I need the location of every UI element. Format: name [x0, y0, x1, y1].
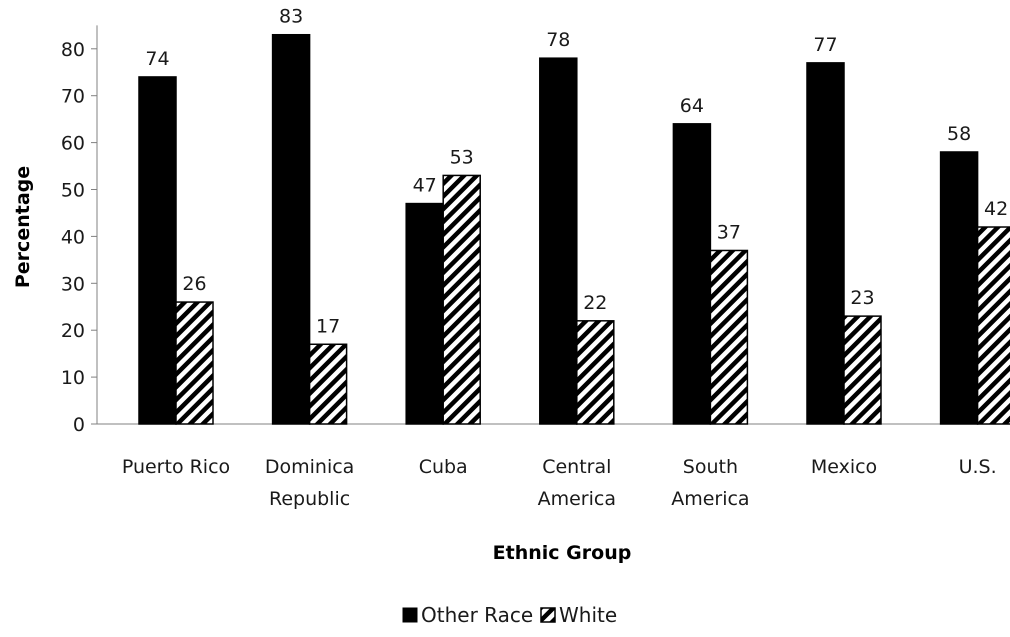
x-tick-label: South — [683, 456, 738, 478]
y-tick-label: 40 — [61, 226, 85, 248]
legend-swatch-other-race — [402, 607, 418, 623]
y-tick-label: 20 — [61, 320, 85, 342]
data-label: 58 — [947, 123, 971, 145]
data-label: 17 — [316, 315, 340, 337]
bar-other-race — [271, 33, 311, 425]
legend-label-other-race: Other Race — [421, 603, 533, 627]
legend-swatch-white — [540, 607, 556, 623]
data-label: 22 — [583, 292, 607, 314]
x-tick-label: Puerto Rico — [122, 456, 230, 478]
bar-white — [976, 226, 1010, 425]
y-tick-label: 50 — [61, 180, 85, 202]
bar-white — [442, 174, 481, 425]
data-label: 42 — [984, 198, 1008, 220]
x-tick-label: America — [671, 488, 749, 510]
bar-other-race — [539, 57, 578, 425]
y-tick-label: 0 — [73, 414, 85, 436]
x-tick-label: U.S. — [959, 456, 997, 478]
data-label: 78 — [546, 29, 570, 51]
y-tick-label: 80 — [61, 39, 85, 61]
bar-white — [308, 343, 348, 425]
data-label: 74 — [145, 48, 169, 70]
data-label: 53 — [450, 146, 474, 168]
data-label: 26 — [182, 273, 206, 295]
x-tick-label: Cuba — [419, 456, 468, 478]
y-tick-label: 10 — [61, 367, 85, 389]
bar-white — [175, 301, 214, 425]
legend: Other Race White — [402, 603, 617, 627]
y-tick-label: 60 — [61, 133, 85, 155]
bar-other-race — [672, 123, 712, 425]
x-tick-label: Republic — [269, 488, 350, 510]
bar-white — [576, 320, 615, 425]
y-tick-label: 70 — [61, 86, 85, 108]
bar-other-race — [806, 62, 845, 425]
x-tick-label: Dominica — [265, 456, 354, 478]
bar-other-race — [939, 151, 979, 425]
x-axis-labels: Puerto Rico Dominica Republic Cuba Central Am… — [122, 456, 997, 510]
x-tick-label: America — [538, 488, 616, 510]
y-axis-title: Percentage — [12, 166, 34, 288]
x-axis-title: Ethnic Group — [493, 542, 632, 564]
bar-other-race — [405, 202, 444, 425]
data-label: 47 — [413, 175, 437, 197]
bars: 74 26 83 17 47 53 78 22 64 37 77 23 58 42 — [138, 6, 1010, 425]
data-label: 37 — [717, 221, 741, 243]
data-label: 23 — [850, 287, 874, 309]
bar-other-race — [138, 76, 177, 425]
x-tick-label: Central — [542, 456, 611, 478]
legend-label-white: White — [559, 603, 617, 627]
data-label: 64 — [680, 95, 704, 117]
data-label: 83 — [279, 6, 303, 28]
bar-white — [709, 249, 749, 425]
data-label: 77 — [813, 34, 837, 56]
x-tick-label: Mexico — [811, 456, 877, 478]
y-tick-label: 30 — [61, 273, 85, 295]
bar-white — [843, 315, 882, 425]
y-axis: 0 10 20 30 40 50 60 70 80 — [61, 25, 1010, 436]
